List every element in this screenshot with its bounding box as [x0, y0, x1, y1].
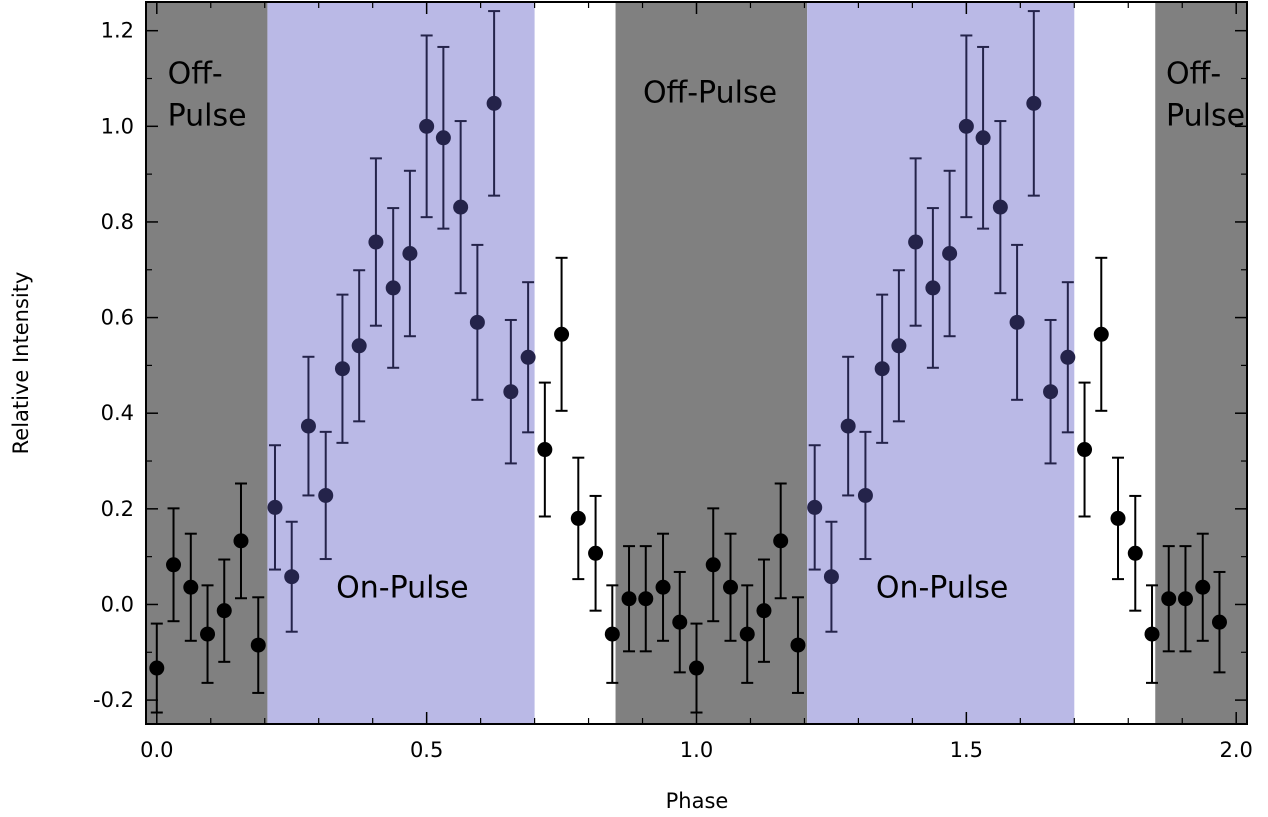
data-point	[1177, 591, 1193, 607]
data-point	[1060, 349, 1076, 365]
data-point	[1043, 384, 1059, 400]
y-axis-title: Relative Intensity	[9, 272, 33, 455]
data-point	[857, 487, 873, 503]
data-point	[604, 626, 620, 642]
y-tick-label: 0.6	[101, 306, 134, 330]
data-point	[942, 246, 958, 262]
data-point	[807, 499, 823, 515]
y-tick-label: 0.0	[101, 592, 134, 616]
data-point	[958, 118, 974, 134]
data-point	[216, 603, 232, 619]
data-point	[655, 579, 671, 595]
data-point	[975, 130, 991, 146]
data-point	[925, 280, 941, 296]
data-point	[638, 591, 654, 607]
data-point	[705, 557, 721, 573]
data-point	[1127, 545, 1143, 561]
data-point	[570, 510, 586, 526]
shaded-regions	[146, 2, 1247, 724]
y-tick-label: 0.8	[101, 210, 134, 234]
data-point	[537, 442, 553, 458]
data-point	[739, 626, 755, 642]
data-point	[166, 557, 182, 573]
data-point	[689, 660, 704, 676]
data-point	[351, 338, 367, 354]
data-point	[233, 533, 249, 549]
y-tick-label: 1.2	[101, 19, 134, 43]
data-point	[1211, 614, 1227, 630]
x-tick-label: 1.0	[680, 738, 713, 762]
data-point	[554, 326, 570, 342]
region-label: On-Pulse	[876, 570, 1008, 605]
data-point	[385, 280, 401, 296]
data-point	[891, 338, 907, 354]
region-label: Off-Pulse	[1166, 56, 1245, 133]
data-point	[520, 349, 536, 365]
x-axis-title: Phase	[666, 789, 729, 813]
data-point	[1110, 510, 1126, 526]
on-pulse-region	[267, 2, 535, 724]
data-point	[908, 234, 924, 250]
data-point	[1161, 591, 1177, 607]
data-point	[773, 533, 789, 549]
data-point	[1144, 626, 1160, 642]
data-point	[284, 569, 300, 585]
data-point	[435, 130, 451, 146]
y-tick-label: -0.2	[93, 688, 134, 712]
data-point	[503, 384, 519, 400]
y-tick-label: 0.2	[101, 497, 134, 521]
data-point	[840, 418, 856, 434]
data-point	[672, 614, 688, 630]
data-point	[1093, 326, 1109, 342]
region-label: Off-Pulse	[168, 56, 247, 133]
axes: 0.0 0.5 1.0 1.5 2.0 -0.2 0.0 0.2 0.4 0.6 0.8 1.0 1.2	[93, 1, 1253, 762]
data-point	[588, 545, 604, 561]
data-point	[1195, 579, 1211, 595]
data-point	[334, 361, 350, 377]
on-pulse-region	[807, 2, 1075, 724]
data-point	[250, 637, 266, 653]
data-point	[1009, 314, 1025, 330]
data-point	[469, 314, 485, 330]
data-point	[823, 569, 839, 585]
data-point	[1077, 442, 1093, 458]
data-point	[318, 487, 334, 503]
data-point	[756, 603, 772, 619]
data-point	[149, 660, 165, 676]
x-tick-label: 0.0	[140, 738, 173, 762]
data-point	[453, 199, 469, 215]
data-point	[486, 95, 502, 111]
data-point	[874, 361, 890, 377]
data-point	[300, 418, 316, 434]
data-point	[723, 579, 739, 595]
x-tick-label: 2.0	[1220, 738, 1253, 762]
data-point	[200, 626, 216, 642]
data-point	[402, 246, 418, 262]
data-points	[149, 95, 1227, 676]
x-tick-label: 0.5	[410, 738, 443, 762]
region-label: On-Pulse	[336, 570, 468, 605]
data-point	[368, 234, 384, 250]
data-point	[621, 591, 637, 607]
y-tick-label: 1.0	[101, 114, 134, 138]
data-point	[992, 199, 1008, 215]
data-point	[790, 637, 806, 653]
region-label: Off-Pulse	[643, 75, 777, 110]
data-point	[183, 579, 199, 595]
data-point	[419, 118, 435, 134]
data-point	[267, 499, 283, 515]
x-tick-label: 1.5	[950, 738, 983, 762]
y-tick-label: 0.4	[101, 401, 134, 425]
region-labels: Off-Pulse On-Pulse Off-Pulse On-Pulse Off-Pu…	[168, 56, 1245, 605]
data-point	[1026, 95, 1042, 111]
